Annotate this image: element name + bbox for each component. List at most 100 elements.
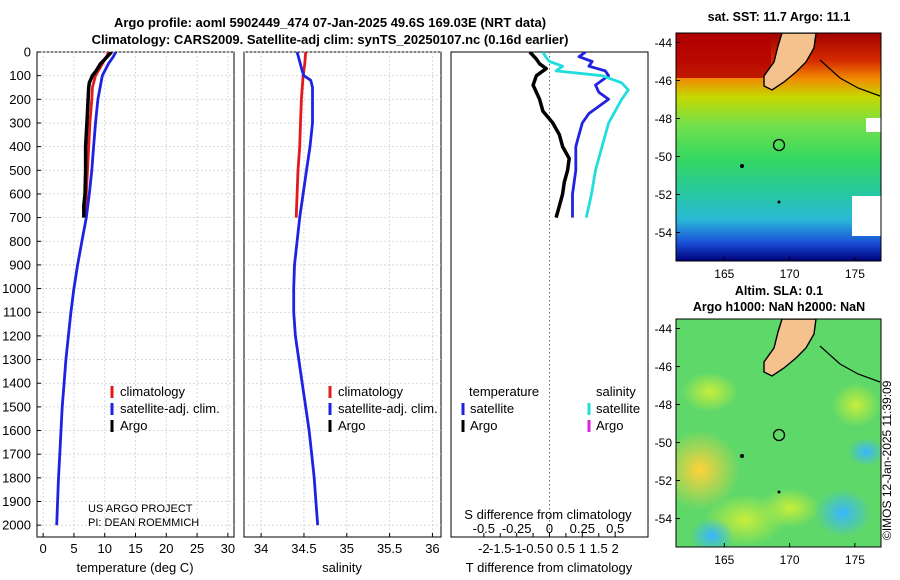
depth-tick-label: 2000 (2, 518, 31, 533)
sst-lon-tick-labels: 165 170 175 (714, 257, 865, 281)
x-tick-label: 0.5 (557, 541, 575, 556)
sst-lat-tick-labels: -44 -46 -48 -50 -52 -54 (655, 36, 680, 240)
lon-tick-label: 175 (845, 553, 865, 567)
series-line-t-argo (528, 52, 571, 219)
lat-tick-label: -54 (655, 512, 673, 526)
island-marker (740, 454, 744, 458)
s-tick-label: 0.5 (606, 521, 624, 536)
land-mass (763, 319, 817, 377)
difference-series (528, 52, 630, 219)
imos-credit: ©IMOS 12-Jan-2025 11:39:09 (880, 380, 894, 540)
island-marker (777, 490, 781, 494)
series-line-satellite-adj-clim- (55, 52, 118, 526)
series-line-t-satellite (571, 52, 610, 218)
lon-tick-label: 165 (714, 267, 734, 281)
s-difference-axis-label: S difference from climatology (464, 507, 632, 522)
sla-map-title-line-1: Altim. SLA: 0.1 (734, 284, 824, 298)
sla-map: -44 -46 -48 -50 -52 -54 165 170 175 (655, 318, 882, 567)
depth-tick-label: 900 (9, 257, 31, 272)
depth-tick-label: 500 (9, 163, 31, 178)
legend-label-t-satellite: satellite (470, 401, 514, 416)
legend-label-s-satellite: satellite (596, 401, 640, 416)
t-difference-x-tick-labels: -2 -1.5 -1 -0.5 0 0.5 1 1.5 2 (478, 533, 619, 556)
salinity-grid (244, 51, 441, 537)
s-difference-tick-labels: -0.5 -0.25 0 0.25 0.5 (473, 521, 625, 536)
argo-float-marker (772, 428, 786, 442)
depth-tick-label: 1200 (2, 328, 31, 343)
series-line-satellite-adj-clim- (292, 52, 320, 526)
depth-tick-label: 1500 (2, 399, 31, 414)
x-tick-label: 10 (97, 541, 111, 556)
x-tick-label: -2 (478, 541, 490, 556)
salinity-legend: climatology satellite-adj. clim. Argo (328, 384, 438, 433)
legend-label-climatology: climatology (120, 384, 186, 399)
salinity-x-axis-label: salinity (322, 560, 362, 575)
temperature-legend: climatology satellite-adj. clim. Argo (110, 384, 220, 433)
legend-label-t-argo: Argo (470, 418, 497, 433)
s-tick-label: 0 (546, 521, 553, 536)
sla-anomaly (815, 489, 871, 537)
x-tick-label: 0 (40, 541, 47, 556)
lat-tick-label: -52 (655, 188, 673, 202)
depth-tick-label: 1400 (2, 376, 31, 391)
depth-tick-label: 1700 (2, 447, 31, 462)
s-tick-label: 0.25 (570, 521, 595, 536)
lat-tick-label: -50 (655, 150, 673, 164)
x-tick-label: 25 (190, 541, 204, 556)
island-marker (777, 200, 781, 204)
legend-label-argo: Argo (338, 418, 365, 433)
depth-tick-label: 1300 (2, 352, 31, 367)
sla-anomaly (690, 518, 734, 547)
x-tick-label: 30 (221, 541, 235, 556)
figure-title-line-1: Argo profile: aoml 5902449_474 07-Jan-20… (113, 15, 547, 30)
salinity-plot-frame (243, 51, 442, 538)
sla-map-frame (675, 318, 882, 548)
coastline-east (819, 59, 881, 97)
depth-tick-label: 1000 (2, 281, 31, 296)
lat-tick-label: -50 (655, 436, 673, 450)
coastline-east (819, 345, 881, 383)
argo-float-marker (772, 138, 786, 152)
depth-tick-label: 1800 (2, 470, 31, 485)
x-tick-label: 5 (70, 541, 77, 556)
legend-label-argo: Argo (120, 418, 147, 433)
depth-tick-label: 300 (9, 115, 31, 130)
difference-panel: -2 -1.5 -1 -0.5 0 0.5 1 1.5 2 -0.5 -0.25 0 0.25 0.5 … (450, 51, 649, 575)
x-tick-label: 35.5 (377, 541, 402, 556)
lat-tick-label: -54 (655, 226, 673, 240)
legend-label-satellite: satellite-adj. clim. (120, 401, 220, 416)
island-marker (740, 164, 744, 168)
salinity-series (292, 52, 320, 526)
depth-tick-label: 700 (9, 210, 31, 225)
sla-anomaly (848, 438, 881, 466)
lat-tick-label: -46 (655, 360, 673, 374)
sla-lat-tick-labels: -44 -46 -48 -50 -52 -54 (655, 322, 680, 526)
temperature-panel: 0100200300400500600700800900100011001200… (2, 45, 455, 575)
lat-tick-label: -44 (655, 36, 673, 50)
lat-tick-label: -44 (655, 322, 673, 336)
sla-anomaly (676, 430, 740, 510)
temperature-x-axis-label: temperature (deg C) (76, 560, 193, 575)
sst-cloud-gap-small (866, 118, 881, 132)
lat-tick-label: -48 (655, 112, 673, 126)
depth-tick-label: 1100 (3, 305, 31, 320)
depth-tick-label: 1600 (2, 423, 31, 438)
x-tick-label: 15 (128, 541, 142, 556)
series-line-s-satellite (541, 52, 630, 218)
depth-tick-label: 600 (9, 186, 31, 201)
x-tick-label: 1.5 (590, 541, 608, 556)
x-tick-label: 34.5 (291, 541, 316, 556)
x-tick-label: -0.5 (522, 541, 544, 556)
lat-tick-label: -46 (655, 74, 673, 88)
difference-legend: temperature salinity satellite Argo sate… (461, 384, 640, 433)
sst-warm-patch (676, 33, 771, 78)
sla-lon-tick-labels: 165 170 175 (714, 543, 865, 567)
x-tick-label: 1 (579, 541, 586, 556)
salinity-x-tick-labels: 34 34.5 35 35.5 36 (254, 533, 440, 556)
x-tick-label: -1.5 (489, 541, 511, 556)
figure-title-line-2: Climatology: CARS2009. Satellite-adj cli… (91, 32, 569, 47)
sla-map-title-line-2: Argo h1000: NaN h2000: NaN (692, 300, 866, 314)
x-tick-label: 2 (612, 541, 619, 556)
s-tick-label: -0.25 (502, 521, 532, 536)
legend-title-salinity: salinity (596, 384, 636, 399)
